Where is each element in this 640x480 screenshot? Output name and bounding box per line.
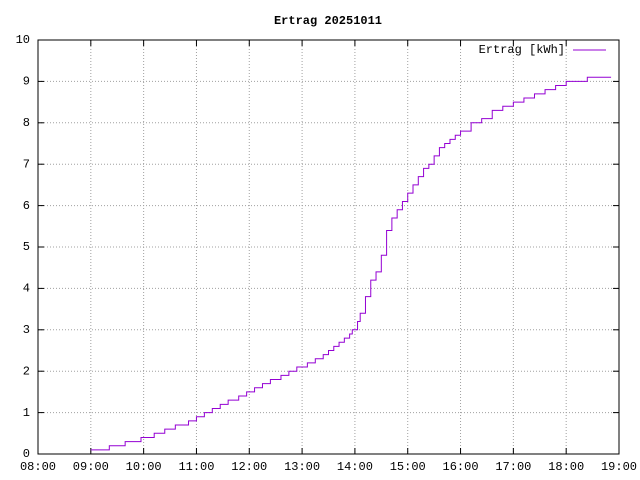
y-tick-label: 10 bbox=[16, 33, 30, 47]
x-tick-label: 11:00 bbox=[178, 460, 214, 474]
y-tick-label: 3 bbox=[23, 323, 30, 337]
x-tick-label: 18:00 bbox=[548, 460, 584, 474]
plot-border bbox=[37, 39, 620, 455]
y-tick-label: 5 bbox=[23, 240, 30, 254]
chart-title: Ertrag 20251011 bbox=[274, 14, 382, 28]
y-tick-label: 7 bbox=[23, 157, 30, 171]
x-tick-label: 17:00 bbox=[495, 460, 531, 474]
y-tick-label: 9 bbox=[23, 75, 30, 89]
legend-label: Ertrag [kWh] bbox=[479, 43, 565, 57]
y-tick-label: 8 bbox=[23, 116, 30, 130]
x-tick-label: 19:00 bbox=[601, 460, 637, 474]
x-tick-label: 16:00 bbox=[443, 460, 479, 474]
x-tick-label: 10:00 bbox=[126, 460, 162, 474]
data-line bbox=[90, 76, 612, 451]
y-tick-label: 1 bbox=[23, 406, 30, 420]
y-tick-label: 4 bbox=[23, 282, 30, 296]
y-tick-label: 0 bbox=[23, 447, 30, 461]
y-tick-label: 2 bbox=[23, 364, 30, 378]
x-tick-label: 09:00 bbox=[73, 460, 109, 474]
x-tick-label: 08:00 bbox=[20, 460, 56, 474]
x-tick-label: 12:00 bbox=[231, 460, 267, 474]
x-tick-label: 13:00 bbox=[284, 460, 320, 474]
x-tick-label: 14:00 bbox=[337, 460, 373, 474]
y-tick-label: 6 bbox=[23, 199, 30, 213]
x-tick-label: 15:00 bbox=[390, 460, 426, 474]
